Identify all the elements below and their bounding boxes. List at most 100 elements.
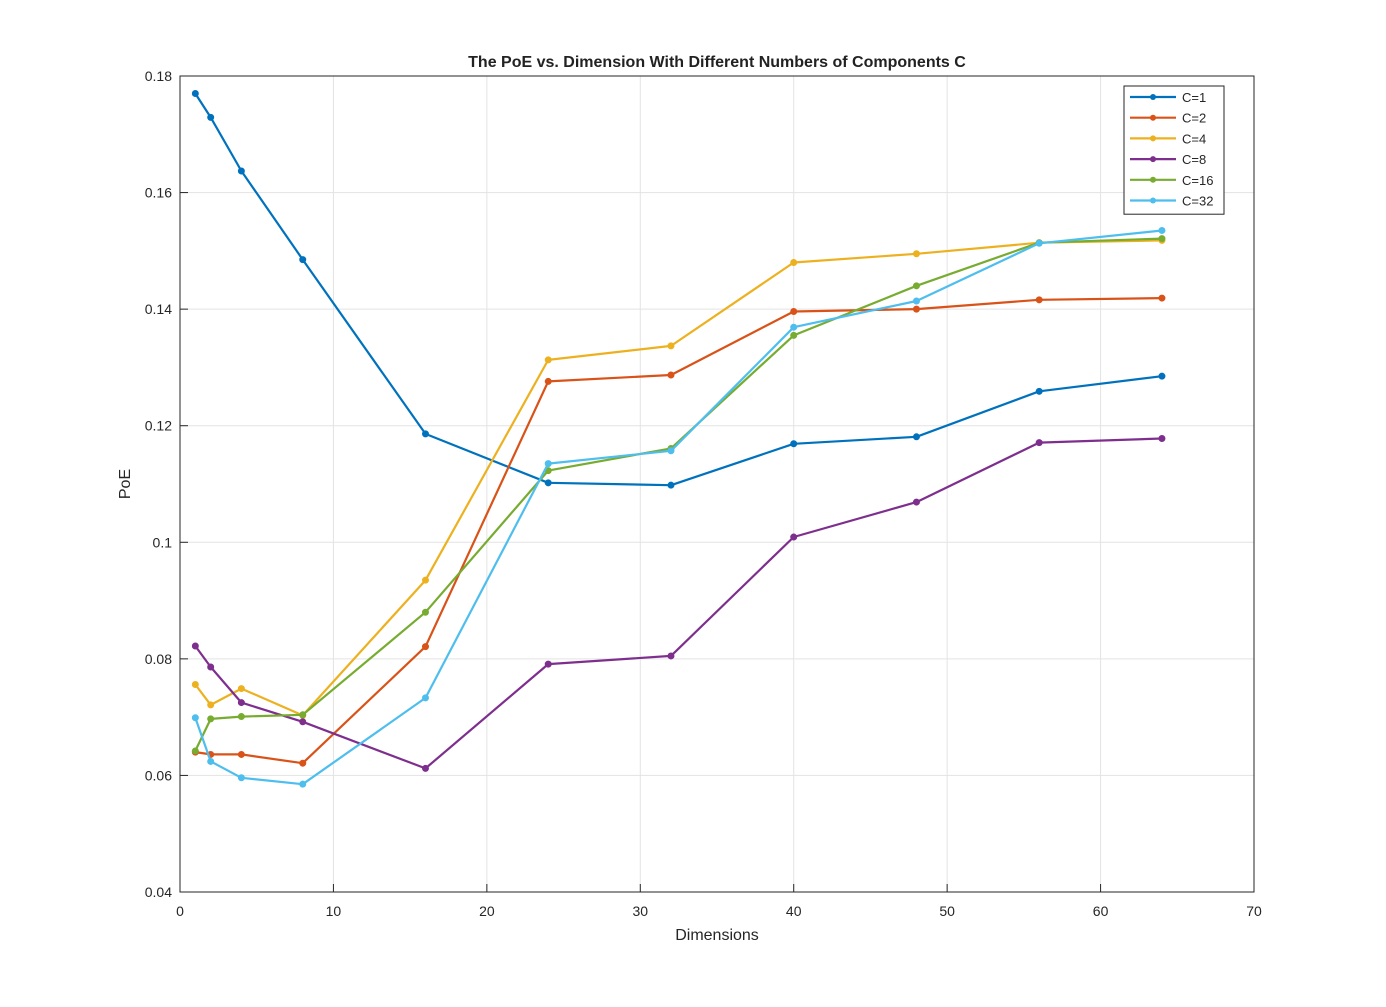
y-tick-label: 0.18 xyxy=(145,68,172,84)
data-point xyxy=(790,440,798,448)
data-point xyxy=(191,89,199,97)
data-point xyxy=(299,718,307,726)
legend-label: C=4 xyxy=(1182,131,1206,146)
legend: C=1 C=2 C=4 C=8 C=16 C=32 xyxy=(1123,85,1225,215)
legend-item: C=16 xyxy=(1130,173,1213,188)
legend-label: C=32 xyxy=(1182,194,1213,209)
data-point xyxy=(237,750,245,758)
data-point xyxy=(912,433,920,441)
data-point xyxy=(421,430,429,438)
data-point xyxy=(912,498,920,506)
data-point xyxy=(790,259,798,267)
legend-marker xyxy=(1150,94,1156,100)
data-point xyxy=(237,774,245,782)
data-point xyxy=(667,652,675,660)
data-point xyxy=(421,608,429,616)
legend-label: C=1 xyxy=(1182,90,1206,105)
data-point xyxy=(1035,387,1043,395)
data-point xyxy=(237,685,245,693)
data-point xyxy=(912,282,920,290)
y-tick-label: 0.16 xyxy=(145,185,172,201)
x-tick-label: 40 xyxy=(786,903,802,919)
data-point xyxy=(912,305,920,313)
data-point xyxy=(1158,372,1166,380)
data-point xyxy=(207,715,215,723)
x-axis-label: Dimensions xyxy=(675,927,759,944)
data-point xyxy=(790,323,798,331)
data-point xyxy=(237,167,245,175)
data-point xyxy=(790,307,798,315)
data-point xyxy=(237,713,245,721)
data-point xyxy=(299,711,307,719)
data-point xyxy=(421,643,429,651)
legend-marker xyxy=(1150,156,1156,163)
series-c-8 xyxy=(191,435,1166,772)
data-point xyxy=(544,377,552,385)
data-point xyxy=(421,764,429,772)
data-point xyxy=(544,479,552,487)
data-point xyxy=(299,780,307,788)
series-lines xyxy=(191,89,1166,788)
data-point xyxy=(667,481,675,489)
data-point xyxy=(1158,226,1166,234)
data-point xyxy=(207,663,215,671)
y-tick-label: 0.1 xyxy=(153,534,173,550)
y-axis-label: PoE xyxy=(117,469,134,499)
series-c-1 xyxy=(191,89,1166,489)
legend-marker xyxy=(1150,135,1156,142)
legend-item: C=1 xyxy=(1130,90,1206,105)
axis-ticks: 0 10 20 30 40 50 60 70 0.04 0.06 0.08 0.1 0.12 0.14 0.… xyxy=(145,68,1262,919)
chart-title: The PoE vs. Dimension With Different Num… xyxy=(468,54,966,71)
data-point xyxy=(207,701,215,709)
legend-marker xyxy=(1150,176,1156,183)
data-point xyxy=(237,699,245,707)
data-point xyxy=(667,447,675,455)
legend-box xyxy=(1123,85,1225,215)
series-c-32 xyxy=(191,226,1166,788)
data-point xyxy=(790,533,798,541)
data-point xyxy=(1158,235,1166,243)
data-point xyxy=(299,256,307,264)
data-point xyxy=(207,757,215,765)
y-tick-label: 0.04 xyxy=(145,884,172,900)
x-tick-label: 10 xyxy=(326,903,342,919)
data-point xyxy=(544,460,552,468)
data-point xyxy=(191,642,199,650)
data-point xyxy=(667,342,675,350)
data-point xyxy=(191,714,199,722)
legend-item: C=4 xyxy=(1130,131,1206,146)
data-point xyxy=(1158,294,1166,302)
data-point xyxy=(1035,239,1043,247)
y-tick-label: 0.12 xyxy=(145,418,172,434)
data-point xyxy=(790,331,798,339)
y-tick-label: 0.14 xyxy=(145,301,172,317)
x-tick-label: 20 xyxy=(479,903,495,919)
y-tick-label: 0.08 xyxy=(145,651,172,667)
data-point xyxy=(912,297,920,305)
x-tick-label: 30 xyxy=(632,903,648,919)
data-point xyxy=(421,576,429,584)
data-point xyxy=(912,250,920,258)
legend-label: C=16 xyxy=(1182,173,1213,188)
legend-item: C=8 xyxy=(1130,152,1206,167)
data-point xyxy=(299,759,307,767)
x-tick-label: 50 xyxy=(939,903,955,919)
legend-label: C=2 xyxy=(1182,111,1206,126)
data-point xyxy=(544,356,552,364)
legend-marker xyxy=(1150,197,1156,204)
data-point xyxy=(544,660,552,668)
data-point xyxy=(667,371,675,379)
data-point xyxy=(191,747,199,755)
x-tick-label: 70 xyxy=(1246,903,1262,919)
data-point xyxy=(1158,435,1166,443)
plot-frame xyxy=(179,75,1255,893)
legend-marker xyxy=(1150,114,1156,121)
y-tick-label: 0.06 xyxy=(145,767,172,783)
legend-item: C=2 xyxy=(1130,111,1206,126)
legend-label: C=8 xyxy=(1182,152,1206,167)
data-point xyxy=(1035,296,1043,304)
x-tick-label: 0 xyxy=(176,903,184,919)
data-point xyxy=(207,113,215,121)
